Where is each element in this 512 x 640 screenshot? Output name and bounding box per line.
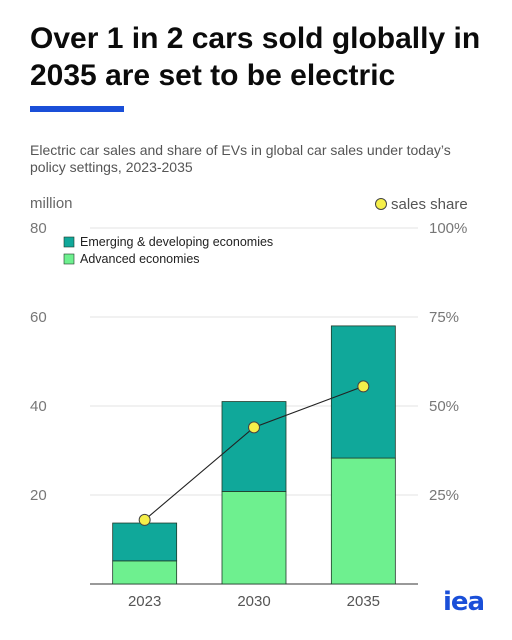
- legend-swatch: [63, 253, 75, 265]
- axis-labels: 20 40 60 80 25% 50% 75% 100% million 2023 2030 2035: [30, 195, 467, 610]
- y2-tick-label: 75%: [429, 309, 459, 326]
- y-tick-label: 80: [30, 220, 47, 237]
- legend-sales-share-marker: [375, 198, 387, 210]
- legend: Emerging & developing economies Advanced …: [63, 196, 468, 266]
- y-tick-label: 40: [30, 398, 47, 415]
- bar-advanced-2023: [112, 560, 178, 585]
- legend-swatch: [63, 236, 75, 248]
- iea-logo: iea: [443, 587, 485, 617]
- sales-share-point-2023: [138, 513, 151, 526]
- legend-label: Emerging & developing economies: [80, 235, 273, 249]
- x-tick-label: 2035: [347, 593, 380, 610]
- y-tick-label: 60: [30, 309, 47, 326]
- y-tick-label: 20: [30, 487, 47, 504]
- bars: [112, 325, 396, 585]
- sales-share-point-2035: [357, 380, 370, 393]
- legend-sales-share-label: sales share: [391, 196, 468, 213]
- legend-label: Advanced economies: [80, 252, 200, 266]
- sales-share-point-2030: [248, 421, 260, 434]
- y2-tick-label: 25%: [429, 487, 459, 504]
- y2-tick-label: 50%: [429, 398, 459, 415]
- bar-advanced-2030: [221, 491, 287, 585]
- share-line: [138, 380, 370, 526]
- chart-title: Over 1 in 2 cars sold globally in 2035 a…: [30, 22, 481, 92]
- bar-emerging-2030: [221, 401, 287, 492]
- x-tick-label: 2030: [237, 593, 270, 610]
- bar-emerging-2023: [112, 522, 178, 562]
- chart-subtitle: Electric car sales and share of EVs in g…: [30, 142, 451, 175]
- x-tick-label: 2023: [128, 593, 161, 610]
- y-axis-title: million: [30, 195, 73, 212]
- bar-advanced-2035: [330, 457, 396, 585]
- y2-tick-label: 100%: [429, 220, 467, 237]
- title-accent-rule: [30, 106, 124, 112]
